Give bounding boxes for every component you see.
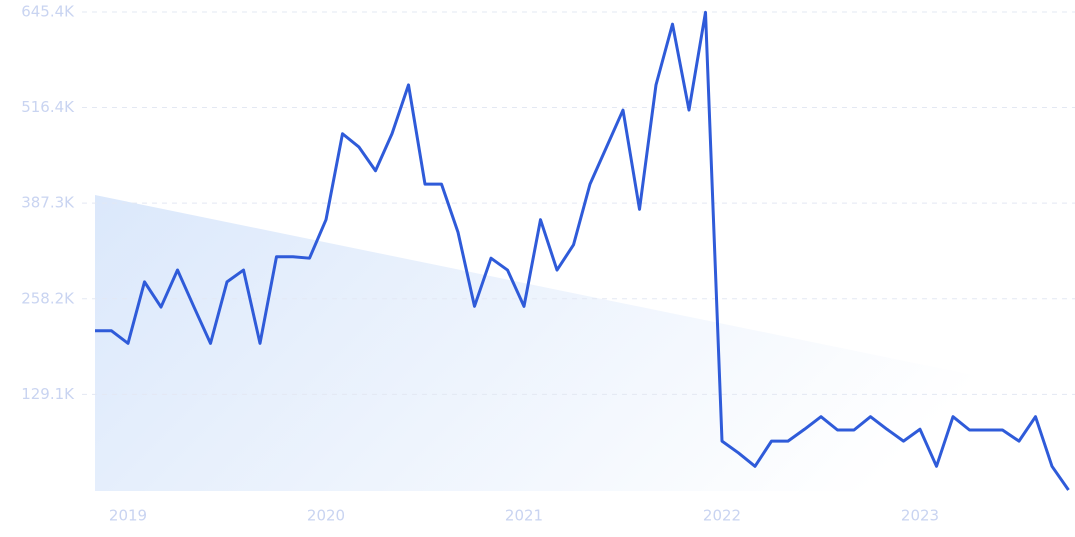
y-tick-label: 387.3K (21, 194, 75, 212)
x-tick-label: 2019 (109, 507, 147, 525)
y-tick-label: 645.4K (21, 3, 75, 21)
y-tick-label: 258.2K (21, 289, 75, 307)
x-tick-label: 2021 (505, 507, 543, 525)
background-shape (95, 195, 1075, 491)
x-tick-label: 2022 (703, 507, 741, 525)
x-tick-label: 2023 (901, 507, 939, 525)
y-tick-label: 516.4K (21, 98, 75, 116)
x-tick-label: 2020 (307, 507, 345, 525)
y-tick-label: 129.1K (21, 385, 75, 403)
line (95, 10, 1070, 491)
